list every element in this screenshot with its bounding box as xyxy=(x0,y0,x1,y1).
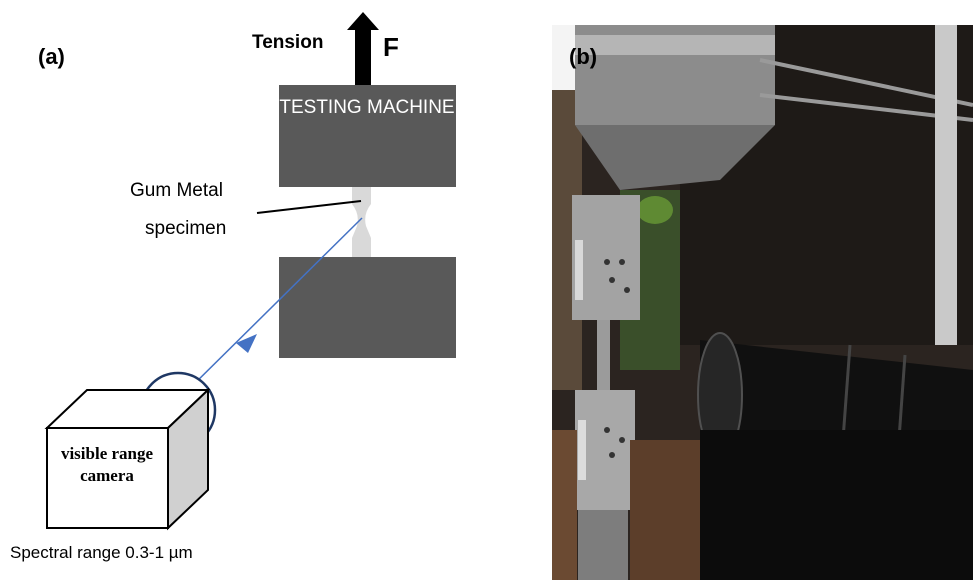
camera-body-front xyxy=(46,427,169,529)
testing-machine-lower-block xyxy=(279,257,456,358)
specimen-label-line2: specimen xyxy=(145,218,227,239)
force-label: F xyxy=(383,32,399,62)
tension-label: Tension xyxy=(252,32,324,53)
camera-label: visible range camera xyxy=(60,444,154,485)
panel-a-label: (a) xyxy=(38,44,65,69)
tension-arrow xyxy=(347,12,379,90)
spectral-range-label: Spectral range 0.3-1 µm xyxy=(10,543,193,562)
sight-line-arrowhead xyxy=(236,334,257,353)
camera-sight-line xyxy=(184,217,363,394)
specimen-label-line1: Gum Metal xyxy=(130,180,223,201)
specimen-leader-line xyxy=(256,200,362,214)
setup-photograph xyxy=(552,25,973,580)
panel-b-label: (b) xyxy=(569,44,598,69)
testing-machine-label: TESTING MACHINE xyxy=(279,97,455,118)
gum-metal-specimen xyxy=(352,187,371,258)
testing-machine-upper-block xyxy=(279,85,456,187)
